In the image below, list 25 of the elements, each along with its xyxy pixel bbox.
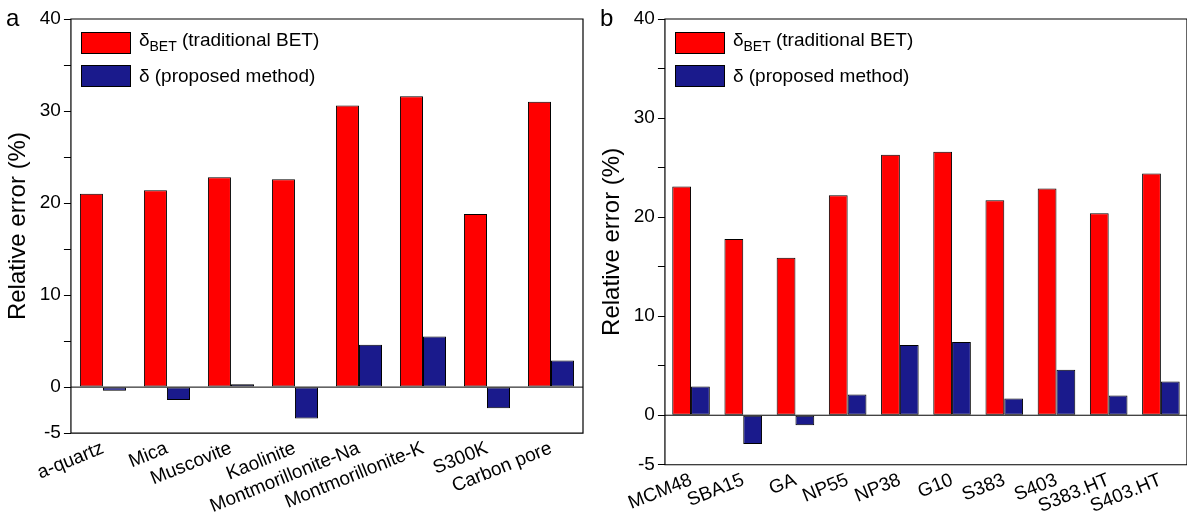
legend-label: δ (proposed method) bbox=[138, 63, 316, 88]
x-tick-label: S383 bbox=[958, 468, 1008, 505]
y-tick-label: 40 bbox=[39, 7, 61, 29]
y-tick-label: 20 bbox=[39, 191, 61, 213]
y-tick-label: 20 bbox=[633, 205, 655, 227]
legend-label: δ$_{BET}$ (traditional BET) bbox=[138, 28, 320, 56]
y-tick-label: 10 bbox=[633, 304, 655, 326]
y-tick-label: 30 bbox=[39, 99, 61, 121]
y-tick-label: 0 bbox=[50, 375, 61, 397]
legend-label: δ$_{BET}$ (traditional BET) bbox=[732, 28, 914, 56]
legend-label: δ (proposed method) bbox=[732, 63, 910, 88]
y-tick-label: 0 bbox=[644, 403, 655, 425]
y-tick-label: 10 bbox=[39, 283, 61, 305]
x-tick-label: GA bbox=[765, 468, 800, 499]
y-axis-title: Relative error (%) bbox=[3, 132, 31, 321]
x-tick-label: NP38 bbox=[851, 468, 904, 506]
y-tick-label: -5 bbox=[638, 453, 655, 475]
y-axis-title: Relative error (%) bbox=[597, 147, 625, 336]
y-tick-label: 30 bbox=[633, 106, 655, 128]
x-tick-label: NP55 bbox=[799, 468, 852, 506]
y-tick-label: -5 bbox=[44, 421, 61, 443]
text: a bbox=[6, 4, 20, 32]
y-tick-label: 40 bbox=[633, 7, 655, 29]
x-tick-label: G10 bbox=[914, 468, 956, 502]
text: b bbox=[600, 4, 614, 32]
